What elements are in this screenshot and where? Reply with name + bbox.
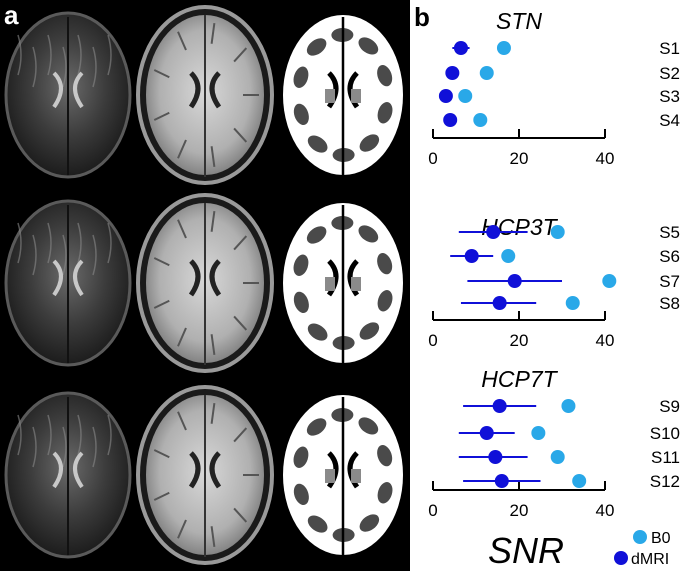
- b0-point: [561, 399, 576, 413]
- subject-label: S10: [650, 424, 680, 443]
- brain-image-hcp7t-T1-axial-slice: [136, 385, 274, 565]
- brain-image-hcp7t-dMRI-axial-slice: [4, 391, 132, 559]
- b0-point: [479, 66, 494, 80]
- dmri-point: [464, 249, 479, 263]
- x-tick-label: 0: [428, 149, 437, 168]
- brain-image-stn-tissue-mask: [283, 15, 403, 175]
- legend-b0-marker: [633, 530, 647, 544]
- x-tick-label: 0: [428, 501, 437, 520]
- b0-point: [602, 274, 617, 288]
- dmri-point: [488, 450, 503, 464]
- dmri-point: [443, 113, 458, 127]
- legend-dmri-label: dMRI: [631, 551, 669, 568]
- brain-image-hcp3t-tissue-mask: [283, 203, 403, 363]
- subject-label: S4: [659, 111, 680, 130]
- brain-image-hcp3t-dMRI-axial-slice: [4, 199, 132, 367]
- subject-label: S9: [659, 397, 680, 416]
- dmri-point: [494, 474, 509, 488]
- dmri-point: [453, 41, 468, 55]
- subject-label: S11: [651, 448, 680, 467]
- subject-label: S8: [659, 294, 680, 313]
- x-tick-label: 40: [596, 149, 615, 168]
- panel-b-label: b: [414, 2, 430, 32]
- brain-image-stn-T1-axial-slice: [136, 5, 274, 185]
- legend: B0 dMRI: [614, 530, 671, 568]
- x-tick-label: 20: [510, 149, 529, 168]
- dmri-point: [492, 399, 507, 413]
- dmri-point: [492, 296, 507, 310]
- b0-point: [572, 474, 587, 488]
- legend-dmri-marker: [614, 551, 628, 565]
- subject-label: S7: [659, 272, 680, 291]
- subject-label: S3: [659, 87, 680, 106]
- brain-image-stn-dMRI-axial-slice: [4, 11, 132, 179]
- x-axis-label: SNR: [488, 530, 564, 571]
- subject-label: S6: [659, 247, 680, 266]
- brain-image-grid: [4, 5, 403, 565]
- b0-point: [550, 450, 565, 464]
- chart-stn: STN 0 20 40 S1 S2 S3 S4: [428, 8, 680, 168]
- legend-b0-label: B0: [651, 530, 671, 547]
- b0-point: [550, 225, 565, 239]
- subject-label: S1: [659, 39, 680, 58]
- dmri-point: [507, 274, 522, 288]
- x-tick-label: 20: [510, 501, 529, 520]
- brain-image-hcp3t-T1-axial-slice: [136, 193, 274, 373]
- dmri-point: [438, 89, 453, 103]
- dmri-point: [479, 426, 494, 440]
- b0-point: [531, 426, 546, 440]
- b0-point: [496, 41, 511, 55]
- dmri-point: [445, 66, 460, 80]
- b0-point: [473, 113, 488, 127]
- subject-label: S5: [659, 223, 680, 242]
- chart-title: STN: [496, 8, 542, 34]
- b0-point: [458, 89, 473, 103]
- panel-a-label: a: [4, 0, 19, 30]
- x-tick-label: 40: [596, 501, 615, 520]
- subject-label: S2: [659, 64, 680, 83]
- dmri-point: [486, 225, 501, 239]
- x-tick-label: 20: [510, 331, 529, 350]
- x-tick-label: 40: [596, 331, 615, 350]
- chart-hcp7t: HCP7T 0 20 40 S9 S10 S11 S12: [428, 366, 680, 520]
- x-tick-label: 0: [428, 331, 437, 350]
- subject-label: S12: [650, 472, 680, 491]
- b0-point: [565, 296, 580, 310]
- chart-title: HCP7T: [481, 366, 558, 392]
- b0-point: [501, 249, 516, 263]
- brain-image-hcp7t-tissue-mask: [283, 395, 403, 555]
